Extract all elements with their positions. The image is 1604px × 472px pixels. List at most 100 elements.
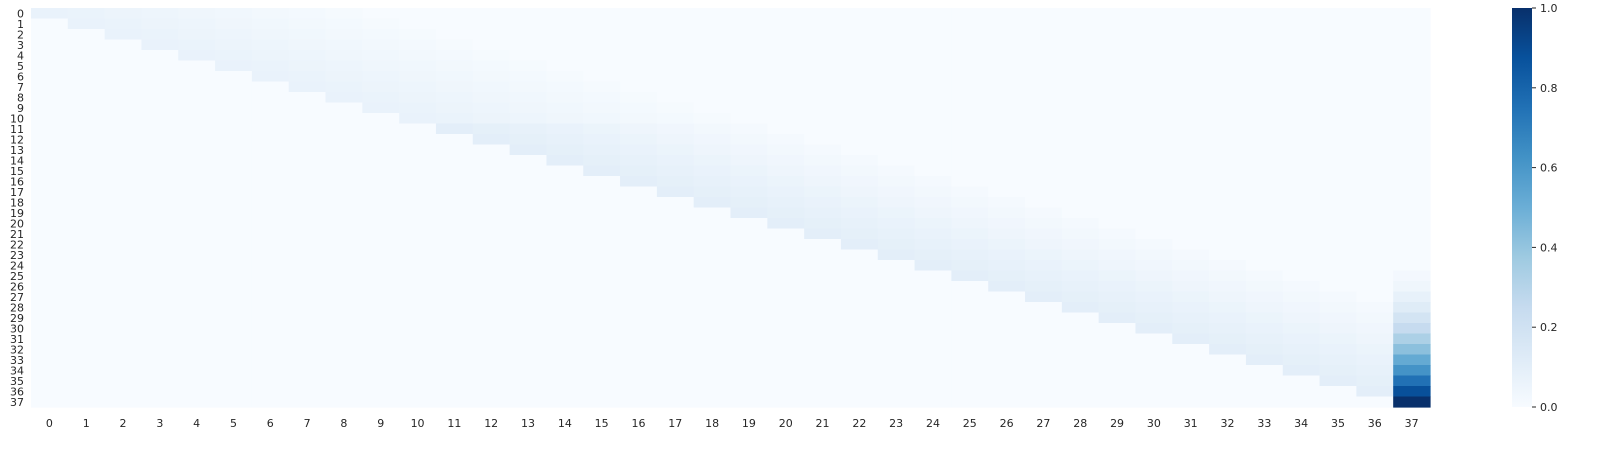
heatmap-cell (656, 155, 695, 167)
heatmap-cell (951, 29, 989, 41)
heatmap-cell (251, 302, 290, 314)
heatmap-cell (1319, 302, 1357, 314)
heatmap-cell (1356, 323, 1394, 335)
heatmap-cell (288, 323, 327, 335)
heatmap-cell (215, 123, 253, 135)
heatmap-cell (31, 18, 69, 30)
heatmap-cell (656, 323, 695, 335)
heatmap-cell (730, 228, 768, 240)
heatmap-cell (1025, 186, 1063, 198)
heatmap-cell (178, 71, 216, 83)
heatmap-cell (435, 29, 474, 41)
heatmap-cell (620, 134, 658, 146)
heatmap-cell (1319, 81, 1357, 93)
heatmap-cell (509, 291, 548, 303)
heatmap-cell (1282, 218, 1321, 230)
heatmap-cell (399, 197, 437, 209)
heatmap-cell (67, 134, 106, 146)
heatmap-cell (509, 281, 548, 293)
heatmap-cell (951, 344, 989, 356)
heatmap-cell (1098, 386, 1137, 398)
heatmap-cell (288, 18, 327, 30)
heatmap-cell (1209, 344, 1247, 356)
heatmap-cell (583, 333, 621, 345)
heatmap-cell (362, 134, 400, 146)
heatmap-cell (325, 344, 363, 356)
heatmap-cell (877, 165, 916, 177)
heatmap-cell (362, 333, 400, 345)
heatmap-cell (104, 323, 143, 335)
heatmap-cell (325, 291, 363, 303)
heatmap-cell (1209, 312, 1247, 324)
heatmap-cell (656, 281, 695, 293)
heatmap-cell (1172, 113, 1210, 125)
heatmap-cell (656, 71, 695, 83)
heatmap-cell (804, 228, 842, 240)
heatmap-cell (546, 29, 584, 41)
heatmap-cell (840, 333, 879, 345)
heatmap-cell (1245, 29, 1284, 41)
heatmap-cell (141, 239, 179, 251)
heatmap-cell (288, 81, 327, 93)
heatmap-cell (914, 186, 952, 198)
heatmap-cell (435, 165, 474, 177)
heatmap-cell (178, 8, 216, 20)
heatmap-cell (215, 39, 253, 51)
heatmap-cell (1172, 218, 1210, 230)
heatmap-cell (767, 50, 805, 62)
heatmap-cell (693, 218, 732, 230)
heatmap-cell (472, 50, 511, 62)
heatmap-cell (804, 186, 842, 198)
heatmap-cell (362, 186, 400, 198)
heatmap-cell (620, 102, 658, 114)
heatmap-cell (656, 291, 695, 303)
heatmap-cell (472, 344, 511, 356)
heatmap-cell (804, 312, 842, 324)
heatmap-cell (767, 365, 805, 377)
heatmap-cell (104, 270, 143, 282)
colorbar: 0.00.20.40.60.81.0 (1512, 2, 1558, 414)
heatmap-cell (620, 207, 658, 219)
heatmap-cell (67, 302, 106, 314)
heatmap-cell (362, 386, 400, 398)
heatmap-cell (951, 18, 989, 30)
heatmap-cell (325, 144, 363, 156)
heatmap-cell (1356, 50, 1394, 62)
heatmap-cell (215, 375, 253, 387)
heatmap-cell (804, 102, 842, 114)
heatmap-cell (840, 249, 879, 261)
heatmap-cell (1393, 228, 1431, 240)
heatmap-cell (1025, 144, 1063, 156)
heatmap-cell (1319, 228, 1357, 240)
heatmap-cell (730, 155, 768, 167)
heatmap-cell (1061, 218, 1100, 230)
x-tick-label: 5 (230, 417, 237, 430)
heatmap-cell (583, 344, 621, 356)
heatmap-cell (251, 197, 290, 209)
heatmap-cell (914, 123, 952, 135)
heatmap-cell (472, 354, 511, 366)
heatmap-cell (472, 123, 511, 135)
heatmap-cell (1061, 29, 1100, 41)
heatmap-cell (325, 92, 363, 104)
heatmap-cell (399, 365, 437, 377)
heatmap-cell (325, 270, 363, 282)
heatmap-cell (656, 8, 695, 20)
heatmap-cell (914, 92, 952, 104)
heatmap-cell (1245, 228, 1284, 240)
heatmap-cell (362, 18, 400, 30)
y-tick-label: 33 (10, 354, 24, 367)
heatmap-cell (1356, 123, 1394, 135)
heatmap-cell (583, 291, 621, 303)
heatmap-cell (693, 207, 732, 219)
heatmap-cell (988, 29, 1026, 41)
heatmap-cell (693, 8, 732, 20)
heatmap-cell (1172, 312, 1210, 324)
heatmap-cell (804, 207, 842, 219)
heatmap-cell (288, 396, 327, 408)
heatmap-cell (546, 396, 584, 408)
heatmap-cell (656, 134, 695, 146)
heatmap-cell (840, 113, 879, 125)
heatmap-cell (583, 260, 621, 272)
x-tick-label: 28 (1073, 417, 1087, 430)
